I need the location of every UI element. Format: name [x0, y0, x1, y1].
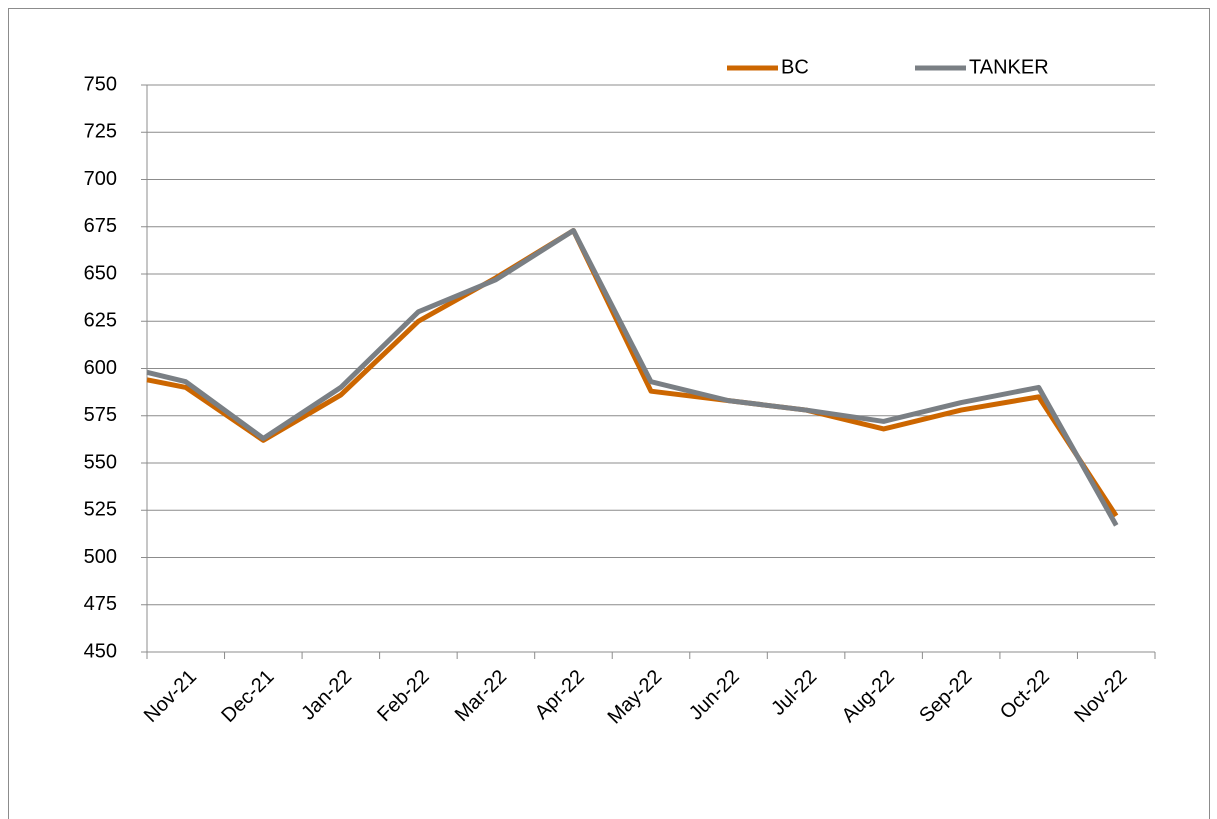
series-line	[146, 228, 1119, 527]
x-tick-label: Feb-22	[373, 666, 433, 726]
y-tick-label: 750	[84, 73, 117, 95]
chart-border	[8, 8, 1210, 819]
y-tick-label: 550	[84, 451, 117, 473]
x-tick-label: Jan-22	[297, 666, 356, 725]
x-tick-label: Aug-22	[838, 666, 899, 727]
y-tick-label: 650	[84, 262, 117, 284]
x-tick-label: May-22	[604, 666, 667, 729]
legend-label: TANKER	[969, 56, 1049, 78]
x-tick-label: Jul-22	[767, 666, 821, 720]
x-tick-label: Oct-22	[996, 666, 1054, 724]
x-tick-label: Sep-22	[915, 666, 976, 727]
y-tick-label: 600	[84, 357, 117, 379]
y-tick-label: 625	[84, 310, 117, 332]
y-tick-label: 475	[84, 593, 117, 615]
x-tick-label: Nov-22	[1070, 666, 1131, 727]
y-tick-label: 675	[84, 215, 117, 237]
y-tick-label: 450	[84, 640, 117, 662]
y-tick-label: 700	[84, 168, 117, 190]
x-tick-label: Apr-22	[531, 666, 589, 724]
x-tick-label: Jun-22	[685, 666, 744, 725]
y-tick-label: 500	[84, 546, 117, 568]
y-tick-label: 575	[84, 404, 117, 426]
x-tick-label: Nov-21	[140, 666, 201, 727]
y-tick-label: 725	[84, 121, 117, 143]
series-line	[146, 228, 1119, 518]
y-tick-label: 525	[84, 499, 117, 521]
x-tick-label: Dec-21	[217, 666, 278, 727]
x-tick-label: Mar-22	[451, 666, 511, 726]
legend-label: BC	[781, 56, 809, 78]
